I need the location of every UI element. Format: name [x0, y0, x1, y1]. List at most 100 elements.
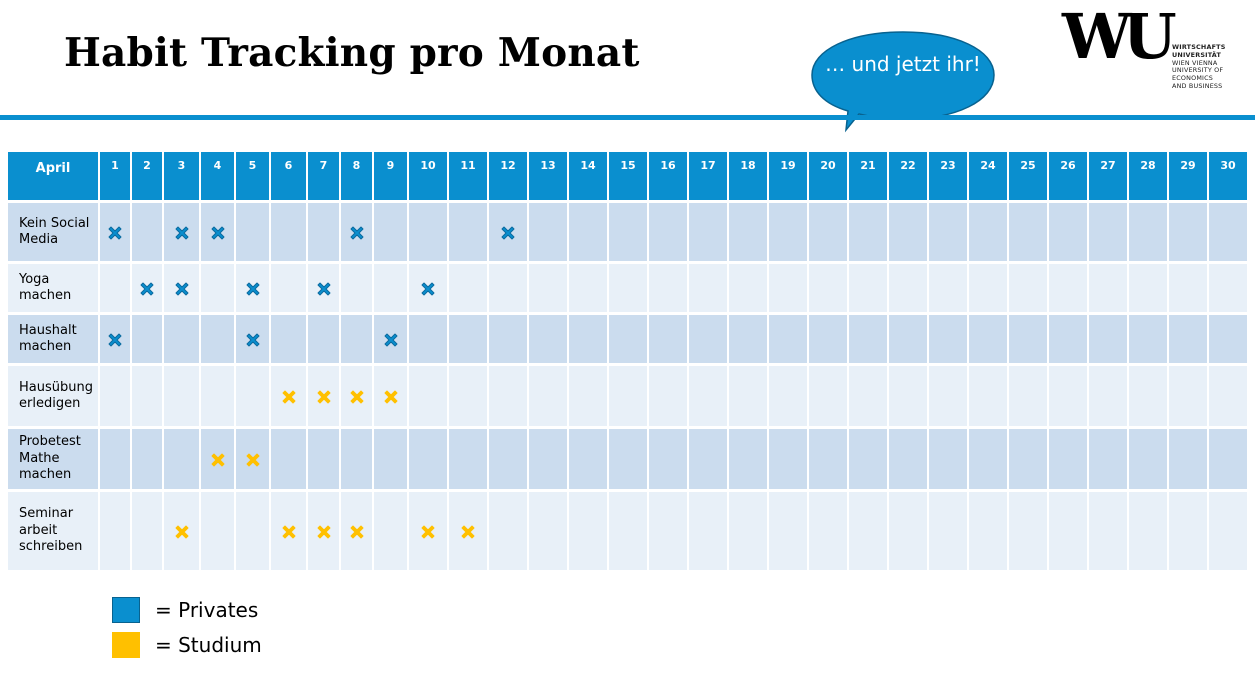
day-cell[interactable] — [489, 492, 527, 570]
day-cell[interactable] — [969, 429, 1007, 489]
day-cell[interactable] — [609, 429, 647, 489]
day-cell[interactable] — [100, 429, 130, 489]
day-cell[interactable] — [809, 315, 847, 363]
day-cell[interactable] — [1209, 366, 1247, 426]
day-cell[interactable] — [201, 366, 234, 426]
day-cell[interactable] — [164, 203, 199, 261]
day-cell[interactable] — [374, 429, 407, 489]
day-cell[interactable] — [236, 366, 269, 426]
day-cell[interactable] — [341, 315, 372, 363]
day-cell[interactable] — [1009, 203, 1047, 261]
day-cell[interactable] — [236, 492, 269, 570]
day-cell[interactable] — [609, 492, 647, 570]
day-cell[interactable] — [271, 429, 306, 489]
day-cell[interactable] — [1169, 315, 1207, 363]
day-cell[interactable] — [689, 203, 727, 261]
day-cell[interactable] — [271, 366, 306, 426]
day-cell[interactable] — [889, 203, 927, 261]
day-cell[interactable] — [769, 429, 807, 489]
day-cell[interactable] — [341, 429, 372, 489]
day-cell[interactable] — [969, 492, 1007, 570]
day-cell[interactable] — [132, 203, 162, 261]
day-cell[interactable] — [1009, 429, 1047, 489]
day-cell[interactable] — [201, 492, 234, 570]
day-cell[interactable] — [1209, 203, 1247, 261]
day-cell[interactable] — [849, 429, 887, 489]
day-cell[interactable] — [529, 429, 567, 489]
day-cell[interactable] — [1049, 366, 1087, 426]
day-cell[interactable] — [409, 315, 447, 363]
day-cell[interactable] — [100, 264, 130, 312]
day-cell[interactable] — [1089, 366, 1127, 426]
day-cell[interactable] — [1089, 315, 1127, 363]
day-cell[interactable] — [374, 315, 407, 363]
day-cell[interactable] — [1089, 429, 1127, 489]
day-cell[interactable] — [374, 366, 407, 426]
day-cell[interactable] — [729, 366, 767, 426]
day-cell[interactable] — [729, 492, 767, 570]
day-cell[interactable] — [729, 264, 767, 312]
day-cell[interactable] — [1129, 429, 1167, 489]
day-cell[interactable] — [1089, 264, 1127, 312]
day-cell[interactable] — [164, 264, 199, 312]
day-cell[interactable] — [201, 203, 234, 261]
day-cell[interactable] — [308, 492, 339, 570]
day-cell[interactable] — [1169, 264, 1207, 312]
day-cell[interactable] — [1009, 264, 1047, 312]
day-cell[interactable] — [569, 492, 607, 570]
day-cell[interactable] — [308, 429, 339, 489]
day-cell[interactable] — [929, 492, 967, 570]
day-cell[interactable] — [889, 492, 927, 570]
day-cell[interactable] — [689, 492, 727, 570]
day-cell[interactable] — [649, 492, 687, 570]
day-cell[interactable] — [769, 264, 807, 312]
day-cell[interactable] — [341, 366, 372, 426]
day-cell[interactable] — [1049, 315, 1087, 363]
day-cell[interactable] — [809, 203, 847, 261]
day-cell[interactable] — [729, 203, 767, 261]
day-cell[interactable] — [236, 315, 269, 363]
day-cell[interactable] — [164, 366, 199, 426]
day-cell[interactable] — [1129, 264, 1167, 312]
day-cell[interactable] — [1129, 203, 1167, 261]
day-cell[interactable] — [1169, 429, 1207, 489]
day-cell[interactable] — [341, 492, 372, 570]
day-cell[interactable] — [308, 366, 339, 426]
day-cell[interactable] — [489, 315, 527, 363]
day-cell[interactable] — [1209, 315, 1247, 363]
day-cell[interactable] — [236, 203, 269, 261]
day-cell[interactable] — [1089, 492, 1127, 570]
day-cell[interactable] — [449, 366, 487, 426]
day-cell[interactable] — [609, 264, 647, 312]
day-cell[interactable] — [849, 366, 887, 426]
day-cell[interactable] — [374, 492, 407, 570]
day-cell[interactable] — [1129, 492, 1167, 570]
day-cell[interactable] — [529, 203, 567, 261]
day-cell[interactable] — [1129, 315, 1167, 363]
day-cell[interactable] — [1009, 492, 1047, 570]
day-cell[interactable] — [164, 429, 199, 489]
day-cell[interactable] — [569, 429, 607, 489]
day-cell[interactable] — [689, 264, 727, 312]
day-cell[interactable] — [1169, 366, 1207, 426]
day-cell[interactable] — [529, 492, 567, 570]
day-cell[interactable] — [409, 429, 447, 489]
day-cell[interactable] — [132, 429, 162, 489]
day-cell[interactable] — [649, 429, 687, 489]
day-cell[interactable] — [449, 264, 487, 312]
day-cell[interactable] — [729, 429, 767, 489]
day-cell[interactable] — [529, 264, 567, 312]
day-cell[interactable] — [769, 492, 807, 570]
day-cell[interactable] — [308, 315, 339, 363]
day-cell[interactable] — [969, 264, 1007, 312]
day-cell[interactable] — [769, 366, 807, 426]
day-cell[interactable] — [849, 315, 887, 363]
day-cell[interactable] — [929, 203, 967, 261]
day-cell[interactable] — [308, 203, 339, 261]
day-cell[interactable] — [1049, 492, 1087, 570]
day-cell[interactable] — [271, 203, 306, 261]
day-cell[interactable] — [689, 315, 727, 363]
day-cell[interactable] — [809, 264, 847, 312]
day-cell[interactable] — [132, 492, 162, 570]
day-cell[interactable] — [929, 315, 967, 363]
